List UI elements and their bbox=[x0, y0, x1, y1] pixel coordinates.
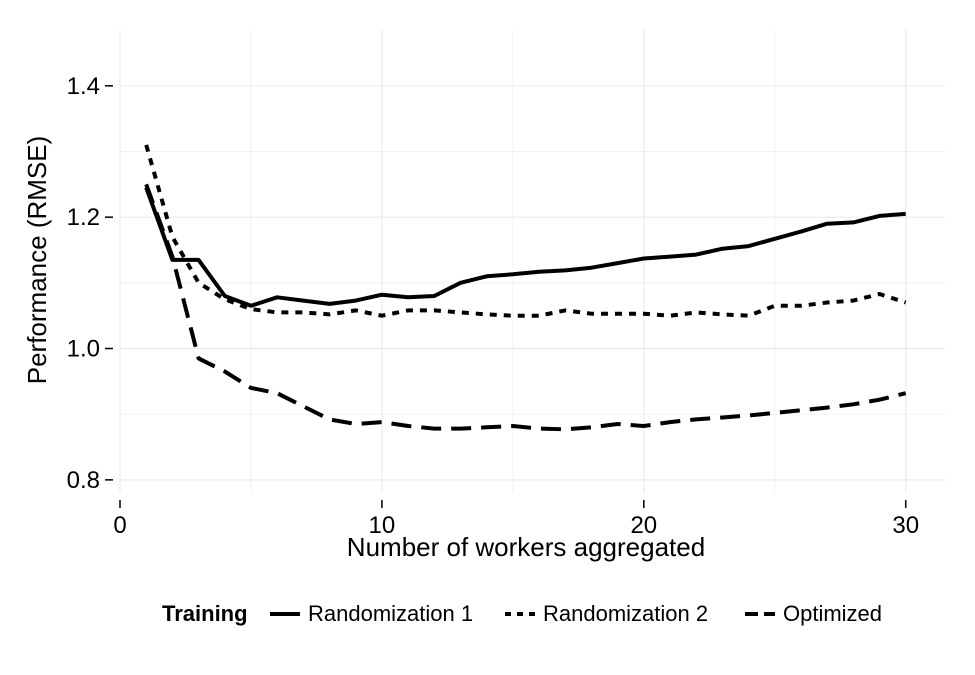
y-tick-label: 1.2 bbox=[67, 204, 100, 231]
legend: Training Randomization 1 Randomization 2 O… bbox=[162, 601, 882, 626]
axes: 0.8 1.0 1.2 1.4 0 10 20 30 bbox=[67, 73, 919, 539]
legend-label: Optimized bbox=[783, 601, 882, 626]
grid bbox=[119, 30, 945, 493]
legend-title: Training bbox=[162, 601, 248, 626]
x-tick-label: 0 bbox=[113, 512, 126, 539]
plot-area bbox=[144, 144, 907, 432]
x-tick-label: 20 bbox=[630, 512, 657, 539]
series-line-optimized bbox=[144, 183, 907, 432]
x-tick-label: 30 bbox=[892, 512, 919, 539]
y-tick-label: 0.8 bbox=[67, 467, 100, 494]
legend-label: Randomization 1 bbox=[308, 601, 473, 626]
series-line-randomization-1 bbox=[144, 186, 906, 308]
y-tick-label: 1.0 bbox=[67, 336, 100, 363]
y-tick-label: 1.4 bbox=[67, 73, 100, 100]
series-line-randomization-2 bbox=[144, 144, 907, 318]
legend-label: Randomization 2 bbox=[543, 601, 708, 626]
y-axis-title: Performance (RMSE) bbox=[22, 136, 52, 385]
x-axis-title: Number of workers aggregated bbox=[347, 532, 705, 562]
x-tick-label: 10 bbox=[369, 512, 396, 539]
